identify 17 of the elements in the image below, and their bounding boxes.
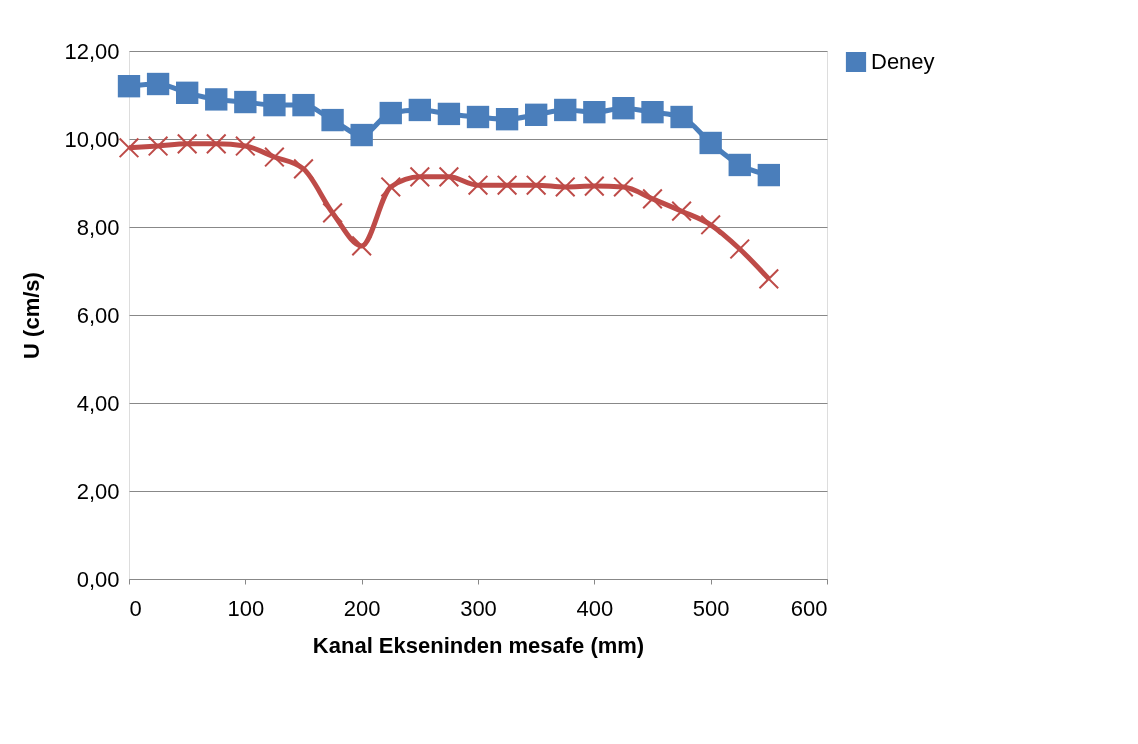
y-tick-label: 12,00: [64, 38, 120, 64]
x-tick-label: 600: [790, 595, 828, 621]
x-tick-label: 500: [692, 595, 730, 621]
x-axis-title: Kanal Ekseninden mesafe (mm): [312, 632, 645, 658]
y-tick-label: 2,00: [76, 478, 120, 504]
y-tick-label: 10,00: [64, 126, 120, 152]
x-tick-label: 0: [129, 595, 142, 621]
x-tick-label: 200: [343, 595, 381, 621]
x-tick-label: 100: [227, 595, 265, 621]
y-tick-label: 4,00: [76, 390, 120, 416]
legend-label: Deney: [871, 49, 935, 74]
y-axis-title: U (cm/s): [19, 272, 45, 359]
x-tick-label: 400: [576, 595, 614, 621]
x-tick-label: 300: [460, 595, 497, 621]
y-tick-label: 6,00: [76, 302, 120, 328]
y-tick-label: 8,00: [76, 214, 120, 240]
y-tick-label: 0,00: [76, 566, 120, 592]
